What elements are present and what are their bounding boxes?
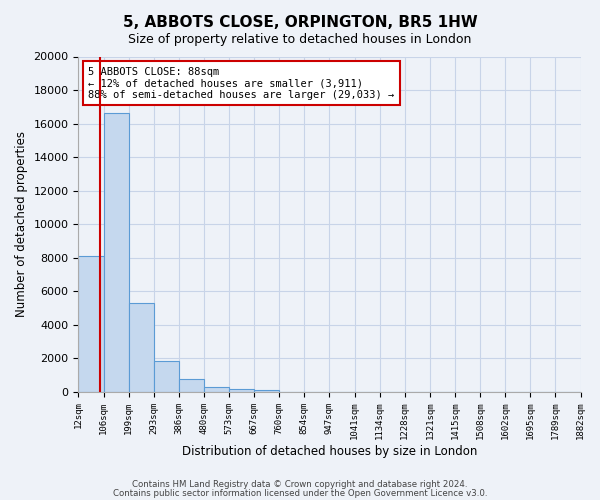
Bar [104, 114, 128, 392]
Y-axis label: Number of detached properties: Number of detached properties [15, 131, 28, 317]
Text: 5 ABBOTS CLOSE: 88sqm
← 12% of detached houses are smaller (3,911)
88% of semi-d: 5 ABBOTS CLOSE: 88sqm ← 12% of detached … [88, 66, 395, 100]
Bar [254, 390, 279, 392]
Text: Contains HM Land Registry data © Crown copyright and database right 2024.: Contains HM Land Registry data © Crown c… [132, 480, 468, 489]
Text: Contains public sector information licensed under the Open Government Licence v3: Contains public sector information licen… [113, 488, 487, 498]
Text: Size of property relative to detached houses in London: Size of property relative to detached ho… [128, 32, 472, 46]
Text: 5, ABBOTS CLOSE, ORPINGTON, BR5 1HW: 5, ABBOTS CLOSE, ORPINGTON, BR5 1HW [122, 15, 478, 30]
Bar [204, 387, 229, 392]
Bar [229, 389, 254, 392]
X-axis label: Distribution of detached houses by size in London: Distribution of detached houses by size … [182, 444, 477, 458]
Bar [128, 303, 154, 392]
Bar [154, 362, 179, 392]
Bar [179, 379, 204, 392]
Bar [79, 256, 104, 392]
